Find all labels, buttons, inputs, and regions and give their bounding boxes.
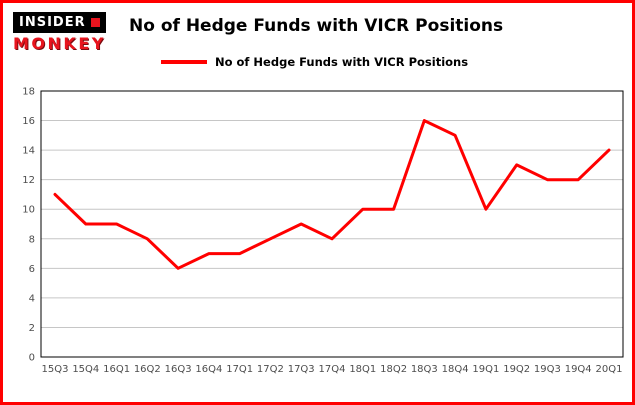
x-tick-label: 15Q4 (72, 364, 99, 375)
line-chart: 0 2 4 6 8 10 12 14 16 18 15Q3 15Q4 16Q1 16Q2 16Q3 16Q4 1… (22, 87, 624, 375)
x-tick-label: 18Q2 (380, 364, 407, 375)
y-tick-label: 4 (29, 293, 35, 304)
data-line (53, 119, 611, 270)
x-tick-label: 18Q4 (442, 364, 469, 375)
x-tick-label: 16Q3 (165, 364, 192, 375)
legend-label: No of Hedge Funds with VICR Positions (215, 55, 469, 69)
logo-insider-box: INSIDER (13, 12, 106, 33)
y-tick-label: 14 (22, 146, 35, 157)
x-tick-label: 19Q2 (503, 364, 530, 375)
y-tick-label: 16 (22, 116, 35, 127)
x-tick-label: 17Q1 (226, 364, 253, 375)
x-tick-label: 19Q1 (472, 364, 499, 375)
x-tick-label: 20Q1 (596, 364, 623, 375)
y-tick-label: 12 (22, 175, 35, 186)
x-tick-label: 17Q4 (319, 364, 346, 375)
insider-monkey-logo: INSIDER MONKEY (13, 11, 123, 53)
logo-red-square-icon (90, 18, 100, 27)
plot-border (40, 90, 624, 358)
legend-line-swatch (161, 60, 207, 64)
x-tick-label: 16Q1 (103, 364, 130, 375)
chart-legend: No of Hedge Funds with VICR Positions (161, 55, 468, 69)
y-tick-label: 18 (22, 87, 35, 98)
x-tick-label: 17Q2 (257, 364, 284, 375)
x-tick-label: 18Q3 (411, 364, 438, 375)
y-tick-label: 8 (29, 234, 35, 245)
x-tick-label: 18Q1 (349, 364, 376, 375)
x-tick-label: 15Q3 (42, 364, 69, 375)
logo-insider-text: INSIDER (19, 15, 86, 30)
y-tick-label: 10 (22, 205, 35, 216)
x-tick-label: 19Q3 (534, 364, 561, 375)
y-tick-label: 6 (29, 264, 35, 275)
page-title: No of Hedge Funds with VICR Positions (129, 16, 504, 36)
x-tick-label: 17Q3 (288, 364, 315, 375)
y-tick-label: 0 (29, 353, 35, 364)
y-tick-label: 2 (29, 323, 35, 334)
x-tick-label: 19Q4 (565, 364, 592, 375)
x-tick-label: 16Q2 (134, 364, 161, 375)
x-tick-label: 16Q4 (195, 364, 222, 375)
logo-monkey-text: MONKEY (13, 34, 106, 53)
